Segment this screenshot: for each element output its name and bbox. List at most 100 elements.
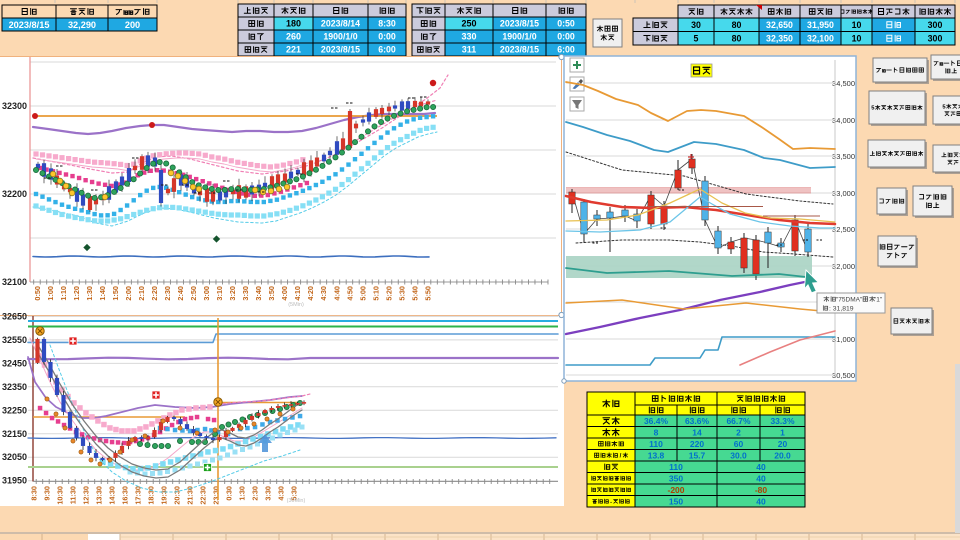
svg-text:32,290: 32,290 bbox=[68, 20, 96, 30]
svg-text:33.3%: 33.3% bbox=[770, 416, 795, 426]
svg-text:2:50: 2:50 bbox=[189, 286, 198, 301]
svg-text:220: 220 bbox=[690, 439, 704, 449]
svg-text:30: 30 bbox=[691, 20, 701, 30]
svg-text:80: 80 bbox=[732, 20, 742, 30]
svg-text:5:30: 5:30 bbox=[290, 486, 299, 501]
svg-text:13.8: 13.8 bbox=[648, 450, 665, 460]
svg-text:32150: 32150 bbox=[2, 429, 27, 439]
svg-text:34,000: 34,000 bbox=[832, 116, 855, 125]
svg-text:5:10: 5:10 bbox=[371, 286, 380, 301]
svg-text:5: 5 bbox=[942, 105, 946, 111]
svg-text:32100: 32100 bbox=[2, 277, 27, 287]
svg-text:1:20: 1:20 bbox=[72, 286, 81, 301]
svg-text:30,500: 30,500 bbox=[832, 371, 855, 380]
svg-text:32,500: 32,500 bbox=[832, 225, 855, 234]
svg-text:2:00: 2:00 bbox=[124, 286, 133, 301]
svg-text:80: 80 bbox=[732, 33, 742, 43]
svg-text:32450: 32450 bbox=[2, 358, 27, 368]
svg-text:2023/8/15: 2023/8/15 bbox=[500, 19, 539, 29]
svg-text:250: 250 bbox=[461, 19, 476, 29]
svg-text:32,000: 32,000 bbox=[832, 262, 855, 271]
svg-text:3:10: 3:10 bbox=[215, 286, 224, 301]
svg-text:200: 200 bbox=[125, 20, 140, 30]
svg-text:4:20: 4:20 bbox=[306, 286, 315, 301]
svg-text:10: 10 bbox=[852, 33, 862, 43]
svg-text:32650: 32650 bbox=[2, 311, 27, 321]
svg-text:-80: -80 bbox=[755, 485, 768, 495]
svg-text:20:30: 20:30 bbox=[173, 486, 182, 505]
svg-text:4:30: 4:30 bbox=[319, 286, 328, 301]
svg-text:6:00: 6:00 bbox=[378, 45, 396, 55]
svg-text:2:10: 2:10 bbox=[137, 286, 146, 301]
svg-text:2:30: 2:30 bbox=[251, 486, 260, 501]
svg-text:17:30: 17:30 bbox=[134, 486, 143, 505]
svg-text:40: 40 bbox=[756, 462, 766, 472]
svg-text:"1": "1" bbox=[874, 297, 883, 304]
svg-text:36.4%: 36.4% bbox=[644, 416, 669, 426]
svg-text:32050: 32050 bbox=[2, 452, 27, 462]
svg-text:15.7: 15.7 bbox=[689, 450, 706, 460]
svg-text:0:30: 0:30 bbox=[225, 486, 234, 501]
svg-text:0:00: 0:00 bbox=[557, 32, 575, 42]
svg-text:3:20: 3:20 bbox=[228, 286, 237, 301]
svg-text:32,350: 32,350 bbox=[766, 33, 793, 43]
svg-text:110: 110 bbox=[669, 462, 683, 472]
svg-text:(5Min): (5Min) bbox=[288, 302, 304, 308]
svg-text:: 31,819: : 31,819 bbox=[829, 306, 854, 313]
svg-text:34,500: 34,500 bbox=[832, 79, 855, 88]
svg-text:350: 350 bbox=[669, 473, 683, 483]
svg-text:300: 300 bbox=[928, 33, 943, 43]
svg-text:11:30: 11:30 bbox=[69, 486, 78, 504]
svg-text:10:30: 10:30 bbox=[56, 486, 65, 505]
svg-text:63.6%: 63.6% bbox=[685, 416, 710, 426]
svg-text:33,500: 33,500 bbox=[832, 152, 855, 161]
svg-text:4:40: 4:40 bbox=[332, 286, 341, 301]
svg-text:5:20: 5:20 bbox=[384, 286, 393, 301]
svg-text:1:10: 1:10 bbox=[59, 286, 68, 301]
svg-text:0:50: 0:50 bbox=[33, 286, 42, 301]
svg-text:1:00: 1:00 bbox=[46, 286, 55, 301]
svg-text:2023/8/15: 2023/8/15 bbox=[9, 20, 50, 30]
svg-text:14:30: 14:30 bbox=[108, 486, 117, 505]
svg-text:20.0: 20.0 bbox=[774, 450, 791, 460]
svg-text:3:30: 3:30 bbox=[264, 486, 273, 501]
svg-text:6:00: 6:00 bbox=[557, 45, 575, 55]
svg-text:110: 110 bbox=[649, 439, 663, 449]
svg-text:30.0: 30.0 bbox=[730, 450, 747, 460]
svg-text:23:30: 23:30 bbox=[212, 486, 221, 505]
svg-text:1:30: 1:30 bbox=[85, 286, 94, 301]
svg-text:5:50: 5:50 bbox=[423, 286, 432, 301]
svg-text:/: / bbox=[620, 454, 622, 460]
svg-text:1:50: 1:50 bbox=[111, 286, 120, 301]
svg-text:8: 8 bbox=[654, 427, 659, 437]
svg-text:2:30: 2:30 bbox=[163, 286, 172, 301]
svg-text:4:00: 4:00 bbox=[280, 286, 289, 301]
svg-text:20: 20 bbox=[778, 439, 788, 449]
svg-text:32350: 32350 bbox=[2, 382, 27, 392]
svg-text:32,650: 32,650 bbox=[766, 20, 793, 30]
svg-text:"75DMA": "75DMA" bbox=[836, 297, 863, 304]
svg-text:1900/1/0: 1900/1/0 bbox=[323, 32, 357, 42]
svg-text:260: 260 bbox=[286, 32, 301, 42]
svg-text:0:50: 0:50 bbox=[557, 19, 575, 29]
svg-text:33,000: 33,000 bbox=[832, 189, 855, 198]
svg-text:66.7%: 66.7% bbox=[726, 416, 751, 426]
svg-text:-: - bbox=[610, 499, 612, 505]
svg-text:3:00: 3:00 bbox=[202, 286, 211, 301]
svg-text:5: 5 bbox=[694, 33, 699, 43]
svg-text:60: 60 bbox=[734, 439, 744, 449]
svg-text:(30Min): (30Min) bbox=[287, 498, 306, 504]
svg-text:10: 10 bbox=[852, 20, 862, 30]
svg-text:2023/8/15: 2023/8/15 bbox=[500, 45, 539, 55]
svg-text:18:30: 18:30 bbox=[147, 486, 156, 505]
svg-text:12:30: 12:30 bbox=[82, 486, 91, 505]
svg-text:4:50: 4:50 bbox=[345, 286, 354, 301]
svg-text:180: 180 bbox=[286, 19, 301, 29]
svg-text:3:40: 3:40 bbox=[254, 286, 263, 301]
svg-text:1:30: 1:30 bbox=[238, 486, 247, 501]
svg-text:16:30: 16:30 bbox=[121, 486, 130, 505]
svg-text:40: 40 bbox=[756, 496, 766, 506]
svg-text:19:30: 19:30 bbox=[160, 486, 169, 505]
svg-text:3:50: 3:50 bbox=[267, 286, 276, 301]
svg-text:1: 1 bbox=[780, 427, 785, 437]
